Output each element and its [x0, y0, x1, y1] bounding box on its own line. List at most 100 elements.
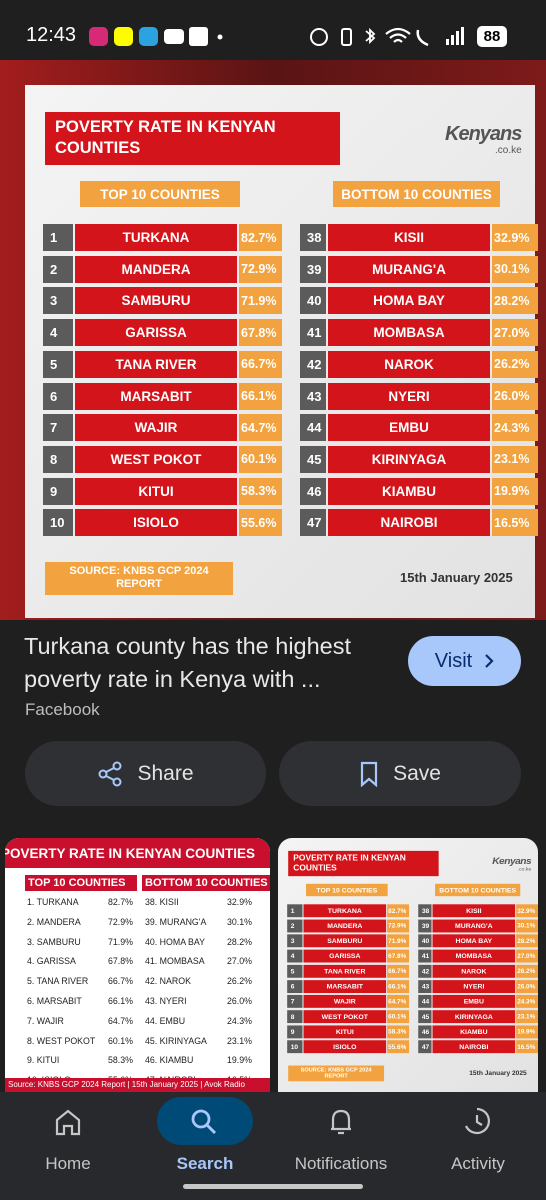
rank: 1 — [287, 904, 303, 918]
rate: 66.1% — [387, 979, 410, 993]
rate: 58.3% — [239, 477, 282, 505]
thumb-cell: 66.7% — [108, 976, 133, 987]
rate: 30.1% — [516, 919, 538, 933]
nav-label[interactable]: Search — [176, 1154, 234, 1173]
rank: 5 — [43, 350, 73, 378]
county: NAIROBI — [328, 509, 490, 537]
thumb-cell: 26.2% — [227, 976, 252, 987]
county: ISIOLO — [303, 1040, 387, 1054]
county: ISIOLO — [75, 509, 237, 537]
rate: 28.2% — [516, 934, 538, 948]
thumb-cell: 72.9% — [108, 916, 133, 927]
rank: 10 — [43, 509, 73, 537]
thumb-header: BOTTOM 10 COUNTIES — [142, 875, 270, 891]
thumb-cell: 66.1% — [108, 996, 133, 1006]
rank: 42 — [300, 350, 326, 378]
rank: 46 — [300, 477, 326, 505]
county: EMBU — [432, 995, 516, 1008]
nav-label[interactable]: Notifications — [294, 1154, 388, 1173]
rate: 60.1% — [239, 445, 282, 473]
logo: Kenyans — [445, 123, 522, 145]
share-label: Share — [137, 761, 194, 785]
thumb-cell: 9. KITUI — [27, 1055, 60, 1066]
visit-button[interactable]: Visit — [408, 636, 521, 686]
thumbnail-image[interactable]: POVERTY RATE IN KENYAN COUNTIES Kenyans .c… — [278, 838, 538, 1092]
rank: 1 — [43, 224, 73, 251]
rank: 44 — [300, 414, 326, 442]
rate: 71.9% — [387, 934, 410, 948]
thumb-title: POVERTY RATE IN KENYAN COUNTIES — [5, 838, 270, 868]
county: MANDERA — [75, 255, 237, 283]
nav-label[interactable]: Home — [45, 1154, 91, 1173]
rate: 16.5% — [516, 1040, 538, 1054]
save-button[interactable]: Save — [279, 741, 521, 806]
infographic-mini: POVERTY RATE IN KENYAN COUNTIES Kenyans .c… — [278, 838, 538, 1092]
result-title[interactable]: Turkana county has the highest poverty r… — [24, 633, 352, 692]
county: TANA RIVER — [75, 350, 237, 378]
county: MURANG'A — [328, 255, 490, 283]
rate: 64.7% — [239, 414, 282, 442]
county: KISII — [328, 224, 490, 251]
share-button[interactable]: Share — [25, 741, 266, 806]
thumb-cell: 2. MANDERA — [27, 916, 81, 927]
column-header: TOP 10 COUNTIES — [80, 181, 240, 207]
rank: 4 — [287, 949, 303, 963]
rank: 44 — [418, 995, 432, 1008]
save-icon — [360, 761, 378, 787]
county: MOMBASA — [432, 949, 516, 963]
county: KIAMBU — [432, 1025, 516, 1039]
thumb-cell: 27.0% — [227, 956, 252, 967]
bottom-nav: Home Search Notifications Activity — [0, 1092, 546, 1200]
infographic: POVERTY RATE IN KENYAN COUNTIES Kenyans .c… — [25, 85, 538, 618]
thumb-cell: 58.3% — [108, 1055, 133, 1066]
rank: 45 — [300, 445, 326, 473]
county: KITUI — [303, 1025, 387, 1039]
county: NAROK — [432, 964, 516, 978]
rate: 26.2% — [516, 964, 538, 978]
rank: 39 — [300, 255, 326, 283]
image-frame[interactable]: POVERTY RATE IN KENYAN COUNTIES Kenyans .c… — [0, 60, 546, 620]
thumb-header: TOP 10 COUNTIES — [25, 875, 137, 891]
save-label: Save — [393, 761, 441, 785]
rank: 6 — [287, 979, 303, 993]
thumb-cell: 3. SAMBURU — [27, 936, 81, 947]
rank: 47 — [418, 1040, 432, 1054]
thumbnail-table[interactable]: POVERTY RATE IN KENYAN COUNTIES TOP 10 CO… — [5, 838, 270, 1092]
county: SAMBURU — [303, 934, 387, 948]
rate: 67.8% — [239, 319, 282, 347]
rank: 5 — [287, 964, 303, 978]
logo-domain: .co.ke — [495, 145, 522, 156]
thumb-cell: 30.1% — [227, 916, 252, 927]
rank: 43 — [418, 979, 432, 993]
rate: 55.6% — [387, 1040, 410, 1054]
system-icons — [310, 27, 464, 47]
rate: 26.0% — [492, 382, 538, 410]
thumb-cell: 32.9% — [227, 897, 252, 907]
rate: 26.2% — [492, 350, 538, 378]
county: EMBU — [328, 414, 490, 442]
thumb-cell: 23.1% — [227, 1035, 252, 1046]
source-box: SOURCE: KNBS GCP 2024 REPORT — [288, 1065, 385, 1082]
county: MARSABIT — [75, 382, 237, 410]
thumb-cell: 40. HOMA BAY — [145, 936, 205, 947]
thumb-footer: Source: KNBS GCP 2024 Report | 15th Janu… — [5, 1078, 270, 1092]
county: HOMA BAY — [328, 287, 490, 315]
nav-label[interactable]: Activity — [451, 1154, 505, 1173]
county: WEST POKOT — [75, 445, 237, 473]
rank: 7 — [43, 414, 73, 442]
county: GARISSA — [75, 319, 237, 347]
county: SAMBURU — [75, 287, 237, 315]
result-site: Facebook — [25, 700, 100, 719]
county: KIAMBU — [328, 477, 490, 505]
rank: 39 — [418, 919, 432, 933]
title-box: POVERTY RATE IN KENYAN COUNTIES — [45, 112, 340, 165]
rank: 10 — [287, 1040, 303, 1054]
rate: 19.9% — [516, 1025, 538, 1039]
county: GARISSA — [303, 949, 387, 963]
rate: 28.2% — [492, 287, 538, 315]
thumb-cell: 42. NAROK — [145, 976, 191, 987]
rate: 26.0% — [516, 979, 538, 993]
rate: 82.7% — [387, 904, 410, 918]
rank: 40 — [418, 934, 432, 948]
